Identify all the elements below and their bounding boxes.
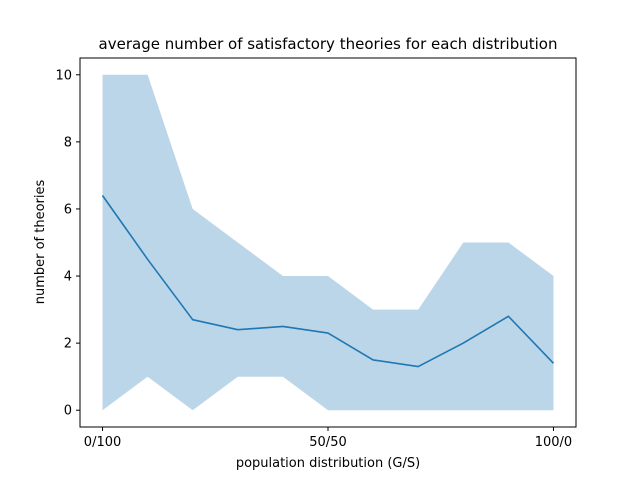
x-tick-label-0: 0/100 bbox=[84, 435, 121, 450]
x-axis: 0/100 50/50 100/0 bbox=[84, 427, 572, 450]
chart-title: average number of satisfactory theories … bbox=[99, 35, 558, 53]
y-axis: 0 2 4 6 8 10 bbox=[55, 68, 80, 419]
x-axis-label: population distribution (G/S) bbox=[236, 456, 420, 471]
y-tick-label-0: 0 bbox=[64, 404, 72, 419]
x-tick-label-2: 100/0 bbox=[535, 435, 572, 450]
y-tick-label-4: 8 bbox=[64, 135, 72, 150]
series-line-0 bbox=[101, 195, 555, 368]
y-axis-label: number of theories bbox=[33, 180, 48, 305]
y-tick-label-5: 10 bbox=[55, 68, 72, 83]
y-tick-label-2: 4 bbox=[64, 270, 72, 285]
y-tick-label-3: 6 bbox=[64, 202, 72, 217]
plot-area bbox=[101, 74, 555, 411]
y-tick-label-1: 2 bbox=[64, 337, 72, 352]
series-band-0 bbox=[102, 74, 554, 411]
x-tick-label-1: 50/50 bbox=[309, 435, 346, 450]
